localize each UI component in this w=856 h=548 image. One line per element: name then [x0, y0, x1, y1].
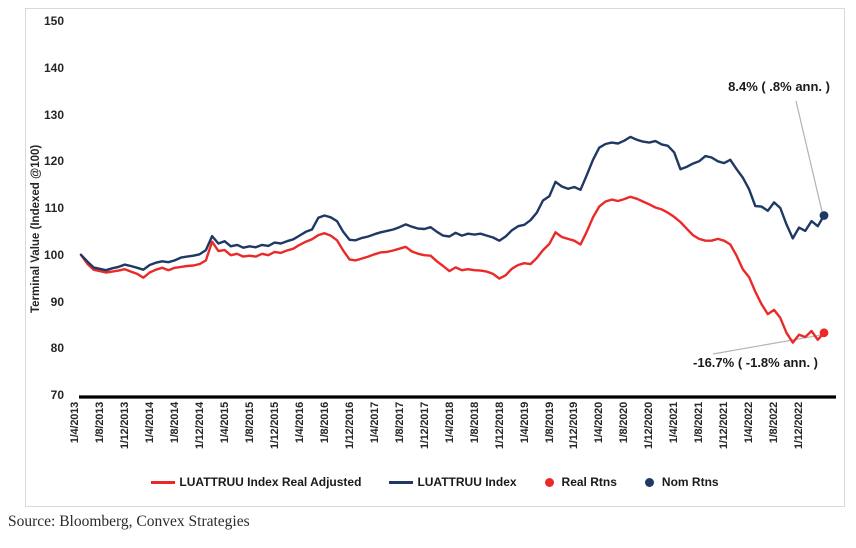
- legend-item-label: LUATTRUU Index: [417, 475, 517, 489]
- y-axis-tick-label: 110: [44, 201, 64, 215]
- legend-line-swatch: [151, 480, 176, 484]
- legend-item-luattruu-index-real-adjusted: LUATTRUU Index Real Adjusted: [151, 475, 361, 489]
- y-axis-tick-label: 80: [50, 341, 64, 356]
- x-axis-tick-label: 1/12/2020: [643, 402, 656, 450]
- x-axis-tick-label: 1/4/2019: [518, 402, 531, 444]
- y-axis-tick-label: 140: [43, 60, 64, 75]
- legend-item-nom-rtns: Nom Rtns: [644, 475, 719, 489]
- chart-legend: LUATTRUU Index Real Adjusted LUATTRUU Ind…: [26, 475, 844, 489]
- x-axis-tick-label: 1/8/2015: [243, 402, 256, 444]
- x-axis-tick-label: 1/12/2021: [718, 402, 731, 450]
- legend-item-real-rtns: Real Rtns: [544, 475, 617, 489]
- x-axis-tick-label: 1/4/2014: [143, 402, 156, 444]
- x-axis-tick-label: 1/12/2013: [118, 402, 131, 450]
- x-axis-tick-label: 1/12/2019: [568, 402, 581, 450]
- luattruu-index-line: [79, 135, 826, 272]
- x-axis-tick-label: 1/4/2015: [218, 402, 231, 444]
- x-axis-tick-label: 1/8/2016: [318, 402, 331, 444]
- annotation-leader-line-real: [712, 334, 823, 355]
- x-axis-tick-label: 1/4/2016: [293, 402, 306, 444]
- luattruu-real-adjusted-line: [79, 195, 826, 344]
- real-return-annotation: -16.7% ( -1.8% ann. ): [693, 355, 818, 370]
- legend-item-label: Nom Rtns: [661, 475, 719, 489]
- x-axis-tick-label: 1/4/2021: [668, 402, 681, 444]
- x-axis-tick-label: 1/4/2020: [593, 402, 606, 444]
- legend-line-swatch: [389, 480, 414, 484]
- y-axis-title: Terminal Value (Indexed @100): [30, 144, 42, 314]
- source-attribution: Source: Bloomberg, Convex Strategies: [8, 513, 250, 530]
- chart: Terminal Value (Indexed @100) 150 140 130 1…: [25, 8, 845, 507]
- x-axis-tick-label: 1/12/2016: [343, 402, 356, 450]
- legend-item-luattruu-index: LUATTRUU Index: [389, 475, 517, 489]
- nom-rtns-dot: [819, 211, 829, 220]
- nominal-return-annotation: 8.4% ( .8% ann. ): [728, 79, 830, 94]
- x-axis-tick-label: 1/8/2013: [93, 402, 106, 444]
- x-axis-tick-label: 1/4/2018: [443, 402, 456, 444]
- x-axis-tick-label: 1/8/2022: [768, 402, 781, 444]
- x-axis-tick-label: 1/8/2017: [393, 402, 406, 444]
- plot-svg: [79, 100, 836, 399]
- x-axis-tick-label: 1/8/2014: [168, 402, 181, 444]
- y-axis-tick-label: 70: [50, 388, 64, 402]
- y-axis-tick-label: 120: [43, 154, 64, 169]
- x-axis-tick-label: 1/12/2014: [193, 402, 206, 450]
- annotation-leader-line-nominal: [795, 100, 823, 212]
- real-rtns-dot: [819, 328, 829, 338]
- x-axis-tick-label: 1/12/2015: [268, 402, 281, 450]
- legend-dot-swatch: [544, 477, 554, 487]
- x-axis-tick-label: 1/4/2017: [368, 402, 381, 444]
- x-axis-tick-label: 1/8/2020: [618, 402, 631, 444]
- x-axis-tick-label: 1/8/2021: [693, 402, 706, 444]
- y-axis-tick-label: 90: [50, 294, 64, 309]
- x-axis-tick-label: 1/12/2017: [418, 402, 431, 450]
- legend-dot-swatch: [644, 477, 654, 487]
- x-axis-tick-label: 1/12/2022: [793, 402, 806, 450]
- x-axis-tick-label: 1/8/2019: [543, 402, 556, 444]
- x-axis-tick-label: 1/12/2018: [493, 402, 506, 450]
- x-axis-tick-label: 1/4/2013: [69, 402, 81, 444]
- y-axis-tick-label: 100: [43, 247, 64, 262]
- x-axis-tick-label: 1/4/2022: [743, 402, 756, 444]
- x-axis-tick-label: 1/8/2018: [468, 402, 481, 444]
- y-axis-tick-label: 150: [43, 14, 64, 28]
- legend-item-label: LUATTRUU Index Real Adjusted: [179, 475, 362, 489]
- y-axis-tick-label: 130: [43, 107, 64, 122]
- legend-item-label: Real Rtns: [561, 475, 617, 489]
